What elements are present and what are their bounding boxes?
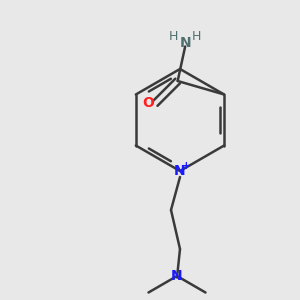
Text: N: N bbox=[179, 36, 191, 50]
Text: N: N bbox=[174, 164, 186, 178]
Text: H: H bbox=[192, 30, 201, 44]
Text: O: O bbox=[142, 96, 154, 110]
Text: +: + bbox=[182, 160, 190, 171]
Text: N: N bbox=[171, 269, 183, 283]
Text: H: H bbox=[169, 30, 178, 44]
